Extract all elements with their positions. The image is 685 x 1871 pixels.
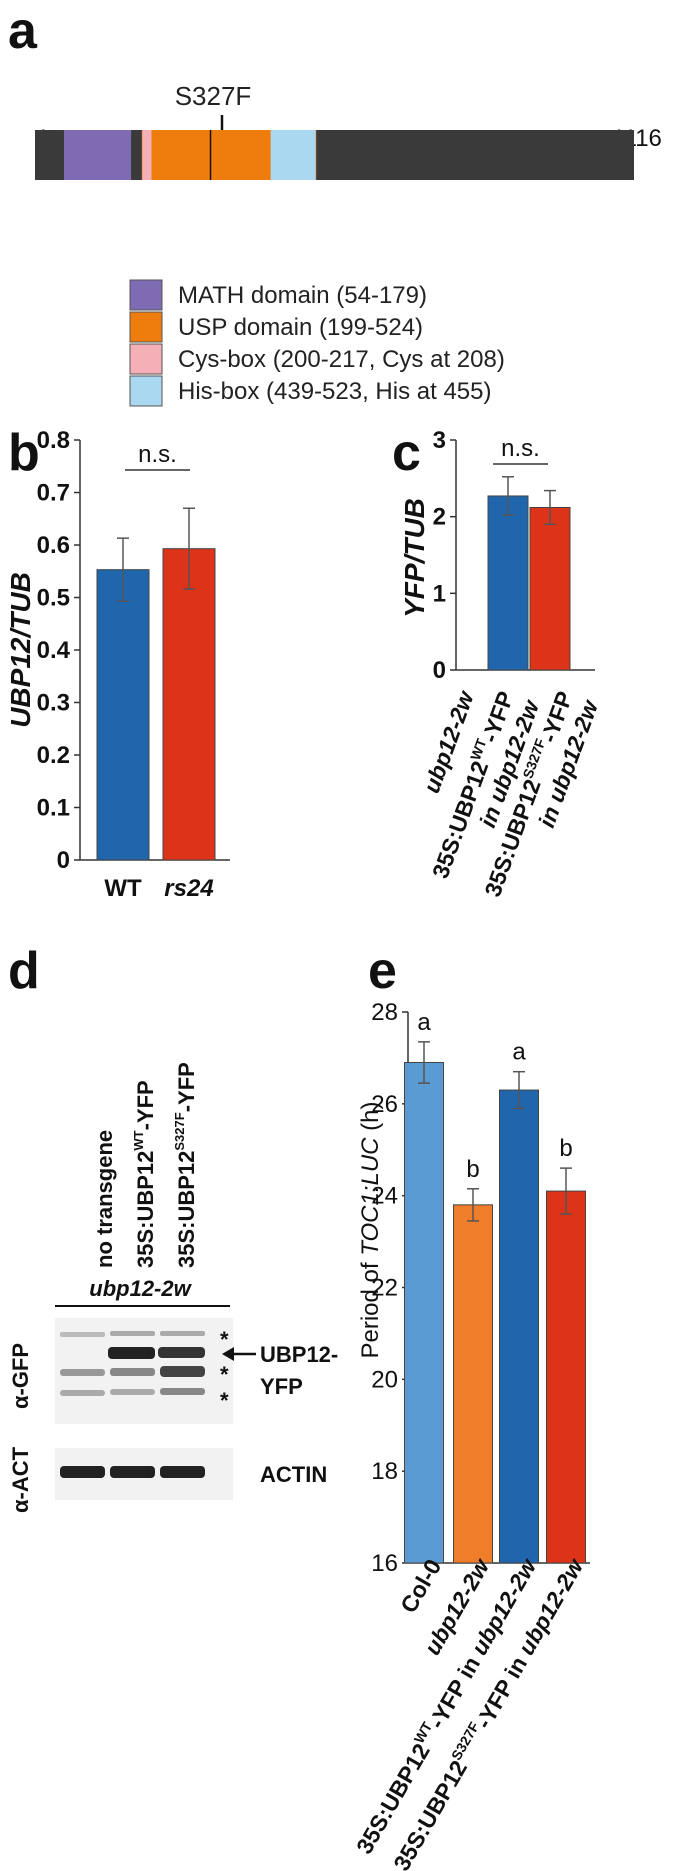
band [60, 1332, 105, 1337]
y-tick-label: 2 [433, 504, 446, 531]
significance-letter: b [559, 1135, 572, 1162]
row-label-act: α-ACT [8, 1446, 33, 1513]
bar [546, 1190, 586, 1564]
y-tick-label: 28 [371, 999, 398, 1026]
y-tick-label: 18 [371, 1458, 398, 1485]
chart-b: 0 0.1 0.2 0.3 0.4 0.5 0.6 0.7 0.8 n.s. WT rs24 [37, 427, 230, 902]
legend-swatch-cys [129, 343, 163, 375]
protein-domain-bar [35, 130, 634, 180]
lane-label-1: no transgene [92, 1130, 117, 1268]
significance-letter: a [417, 1009, 431, 1036]
legend-swatch-his [129, 375, 163, 407]
svg-text:no transgene: no transgene [92, 1130, 117, 1268]
significance-annotation: n.s. [138, 441, 177, 468]
panel-label-a: a [8, 2, 38, 60]
bar [162, 548, 216, 861]
band [160, 1366, 205, 1377]
y-tick-label: 0 [57, 847, 70, 874]
legend-swatch-usp [129, 311, 163, 343]
chart-b-ylabel: UBP12/TUB [5, 572, 36, 728]
legend-label-usp: USP domain (199-524) [178, 314, 423, 341]
chart-e-ylabel: Period of TOC1:LUC (h) [357, 1102, 384, 1359]
band-label-yfp: YFP [260, 1374, 303, 1399]
band-actin [160, 1466, 205, 1478]
x-tick-label: rs24 [164, 875, 213, 902]
legend-label-math: MATH domain (54-179) [178, 282, 427, 309]
svg-text:Col-0: Col-0 [395, 1555, 446, 1618]
significance-letter: b [466, 1156, 479, 1183]
panel-label-b: b [8, 424, 40, 482]
chart-e-xlabel-1: Col-0 [395, 1555, 446, 1618]
svg-text:35S:UBP12WT-YFP: 35S:UBP12WT-YFP [131, 1080, 158, 1268]
y-tick-label: 20 [371, 1366, 398, 1393]
genotype-background-label: ubp12-2w [89, 1276, 192, 1301]
domain-legend: MATH domain (54-179) USP domain (199-524… [129, 279, 505, 407]
chart-c-ylabel: YFP/TUB [399, 498, 430, 618]
y-tick-label: 24 [371, 1183, 398, 1210]
significance-letter: a [512, 1039, 526, 1066]
panel-label-d: d [8, 942, 40, 1000]
band-arrow-head [222, 1347, 234, 1361]
y-tick-label: 0.2 [37, 742, 70, 769]
legend-swatch-math [129, 279, 163, 311]
bar [487, 495, 529, 671]
panel-label-e: e [368, 942, 397, 1000]
blot-actin [55, 1448, 233, 1500]
y-tick-label: 0.7 [37, 480, 70, 507]
y-tick-label: 0 [433, 657, 446, 684]
svg-text:35S:UBP12S327F-YFP: 35S:UBP12S327F-YFP [172, 1062, 199, 1268]
bar [404, 1062, 444, 1564]
band-label-ubp12: UBP12- [260, 1342, 338, 1367]
chart-c: 0 1 2 3 n.s. [433, 427, 595, 684]
bar [529, 506, 571, 671]
bar [499, 1089, 539, 1564]
y-tick-label: 16 [371, 1550, 398, 1577]
chart-e: 16 18 20 22 24 26 28 a b a b [371, 999, 590, 1577]
domain-segment [270, 130, 316, 180]
band-ubp12-yfp-wt [108, 1347, 155, 1359]
band-ubp12-yfp-s327f [158, 1347, 205, 1358]
legend-label-his: His-box (439-523, His at 455) [178, 378, 491, 405]
bar [453, 1204, 493, 1564]
band [110, 1331, 155, 1336]
band [60, 1369, 105, 1376]
band-actin [110, 1466, 155, 1478]
asterisk-3: * [220, 1388, 229, 1413]
domain-segment [142, 130, 152, 180]
row-label-gfp: α-GFP [8, 1343, 33, 1409]
y-tick-label: 0.5 [37, 585, 70, 612]
protein-backbone [35, 130, 634, 180]
band-actin [60, 1466, 105, 1478]
y-tick-label: 0.4 [37, 637, 71, 664]
bar [96, 569, 150, 861]
legend-label-cys: Cys-box (200-217, Cys at 208) [178, 346, 505, 373]
y-tick-label: 0.3 [37, 690, 70, 717]
panel-label-c: c [392, 424, 421, 482]
lane-label-2: 35S:UBP12WT-YFP [131, 1080, 158, 1268]
actin-label: ACTIN [260, 1462, 327, 1487]
mutation-label: S327F [175, 81, 252, 111]
band [160, 1331, 205, 1336]
band [110, 1389, 155, 1395]
y-tick-label: 0.6 [37, 532, 70, 559]
y-tick-label: 3 [433, 427, 446, 454]
domain-segment [63, 130, 132, 180]
y-tick-label: 0.1 [37, 795, 70, 822]
y-tick-label: 22 [371, 1275, 398, 1302]
asterisk-2: * [220, 1362, 229, 1387]
x-tick-label: WT [104, 875, 142, 902]
blot-gfp [55, 1318, 233, 1424]
band [60, 1390, 105, 1396]
lane-label-3: 35S:UBP12S327F-YFP [172, 1062, 199, 1268]
y-tick-label: 0.8 [37, 427, 70, 454]
band [110, 1368, 155, 1376]
band [160, 1388, 205, 1395]
asterisk-1: * [220, 1327, 229, 1352]
y-tick-label: 26 [371, 1091, 398, 1118]
y-tick-label: 1 [433, 580, 446, 607]
significance-annotation: n.s. [501, 435, 540, 462]
